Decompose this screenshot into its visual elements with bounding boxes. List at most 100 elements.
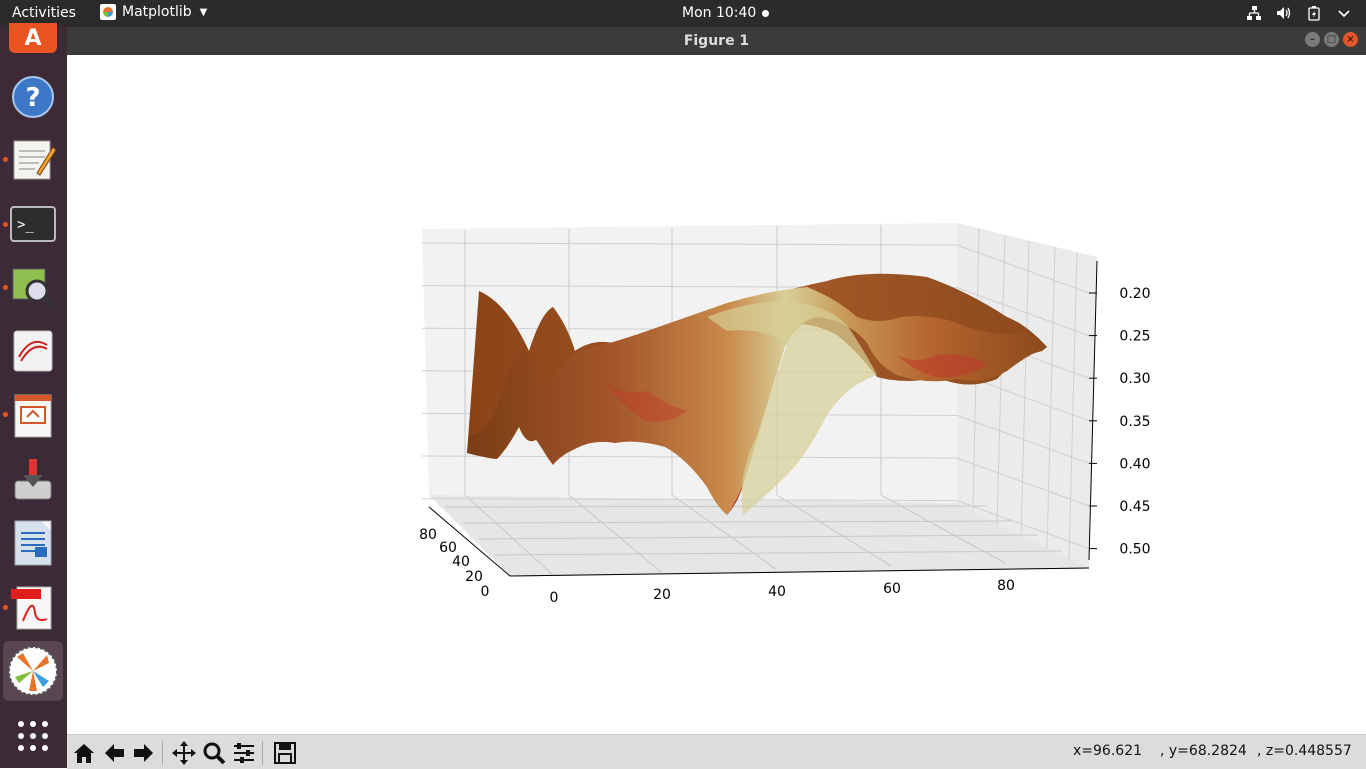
x-tick-labels: 0 20 40 60 80 <box>550 578 1015 606</box>
close-button[interactable]: × <box>1343 32 1358 47</box>
axes-lines <box>428 260 1098 577</box>
terminal-icon[interactable]: >_ <box>9 199 57 247</box>
battery-icon[interactable] <box>1306 5 1322 21</box>
help-icon[interactable]: ? <box>9 73 57 121</box>
back-button[interactable] <box>100 739 128 767</box>
zoom-button[interactable] <box>200 739 228 767</box>
app-menu[interactable]: Matplotlib ▼ <box>100 4 207 20</box>
software-center-icon[interactable]: A <box>9 23 57 53</box>
launcher-dock: A ? >_ <box>0 23 67 768</box>
clock[interactable]: Mon 10:40 <box>682 5 770 21</box>
z-tick-label: 0.50 <box>1119 542 1150 558</box>
y-axis-line <box>428 506 511 577</box>
pdf-viewer-icon[interactable] <box>9 583 57 631</box>
y-tick-label: 0 <box>481 584 490 600</box>
x-gridline <box>464 494 554 576</box>
document-viewer-icon[interactable] <box>9 327 57 375</box>
clock-label: Mon 10:40 <box>682 5 757 21</box>
pan-button[interactable] <box>170 739 198 767</box>
app-menu-label: Matplotlib <box>122 4 192 20</box>
z-tick-labels: 0.20 0.25 0.30 0.35 0.40 0.45 0.50 <box>1089 286 1151 558</box>
magnifier-icon <box>203 742 226 765</box>
window-title: Figure 1 <box>683 33 750 49</box>
surface-front-layer <box>467 287 1047 515</box>
y-tick-label: 20 <box>465 569 483 585</box>
running-indicator <box>3 412 8 417</box>
z-gridline-right <box>956 500 1090 550</box>
right-pane-gridline <box>1068 251 1078 561</box>
x-tick-label: 40 <box>768 584 786 600</box>
floor-gridline <box>462 520 1013 524</box>
coords-x: x=96.621 <box>1073 743 1143 759</box>
surface-red-patch <box>897 354 987 378</box>
z-axis-line <box>1088 260 1098 561</box>
right-pane-gridline <box>1046 246 1056 550</box>
maximize-button[interactable]: □ <box>1324 32 1339 47</box>
svg-text:?: ? <box>25 83 40 113</box>
forward-button[interactable] <box>130 739 158 767</box>
home-icon <box>74 744 94 763</box>
show-applications-icon[interactable] <box>9 712 57 760</box>
figure-canvas[interactable]: 0 20 40 60 80 0 20 40 60 80 0.20 0.25 0.30 0.35 0.40… <box>67 55 1366 734</box>
z-gridline-right <box>956 457 1090 507</box>
floor-gridline <box>494 550 1063 556</box>
running-indicator <box>3 222 8 227</box>
activities-button[interactable]: Activities <box>12 5 76 21</box>
z-gridline-back <box>421 242 958 246</box>
svg-text:A: A <box>24 26 41 51</box>
matplotlib-icon <box>100 4 116 20</box>
writer-icon[interactable] <box>9 519 57 567</box>
z-tick-label: 0.20 <box>1119 286 1150 302</box>
home-button[interactable] <box>70 739 98 767</box>
floppy-disk-icon <box>274 742 296 764</box>
image-viewer-icon[interactable] <box>9 263 57 311</box>
z-tick-label: 0.45 <box>1119 499 1150 515</box>
z-gridline-back <box>421 498 958 502</box>
minimize-button[interactable]: – <box>1305 32 1320 47</box>
running-indicator <box>3 605 8 610</box>
save-button[interactable] <box>271 739 299 767</box>
y-tick-label: 40 <box>452 554 470 570</box>
toolbar-separator <box>262 741 263 765</box>
z-gridline-right <box>956 287 1090 337</box>
presentation-icon[interactable] <box>9 391 57 439</box>
sliders-icon <box>234 743 254 763</box>
matplotlib-app-icon[interactable] <box>3 641 63 701</box>
x-gridline <box>568 494 662 573</box>
volume-icon[interactable] <box>1276 5 1292 21</box>
x-tick-label: 60 <box>883 581 901 597</box>
system-tray[interactable] <box>1246 5 1352 21</box>
notification-dot-icon <box>762 9 770 17</box>
z-tick-label: 0.40 <box>1119 456 1150 472</box>
move-icon <box>172 741 196 765</box>
x-tick-label: 20 <box>653 587 671 603</box>
z-gridline-right <box>956 414 1090 464</box>
coords-y: , y=68.2824 <box>1160 743 1247 759</box>
installer-icon[interactable] <box>9 455 57 503</box>
right-pane-gridline <box>996 234 1006 525</box>
configure-subplots-button[interactable] <box>230 739 258 767</box>
z-tick-label: 0.30 <box>1119 371 1150 387</box>
surface-mesh <box>467 273 1047 515</box>
running-indicator <box>3 285 8 290</box>
surface-red-patch <box>607 385 687 422</box>
surface-highlight <box>707 301 877 515</box>
window-titlebar[interactable]: Figure 1 – □ × <box>67 27 1366 55</box>
svg-text:>_: >_ <box>17 217 34 233</box>
running-indicator <box>3 157 8 162</box>
z-tick-label: 0.25 <box>1119 329 1150 345</box>
floor-gridline <box>478 534 1038 540</box>
text-editor-icon[interactable] <box>9 135 57 183</box>
z-gridline-right <box>956 244 1090 294</box>
network-icon[interactable] <box>1246 5 1262 21</box>
coords-z: , z=0.448557 <box>1257 743 1352 759</box>
arrow-right-icon <box>134 744 153 762</box>
y-tick-label: 60 <box>439 540 457 556</box>
y-tick-label: 80 <box>419 527 437 543</box>
x-axis-line <box>509 567 1090 577</box>
x-tick-label: 80 <box>997 578 1015 594</box>
navigation-toolbar: x=96.621 , y=68.2824 , z=0.448557 <box>67 734 1366 769</box>
system-menu-chevron-icon[interactable] <box>1336 5 1352 21</box>
toolbar-separator <box>162 741 163 765</box>
